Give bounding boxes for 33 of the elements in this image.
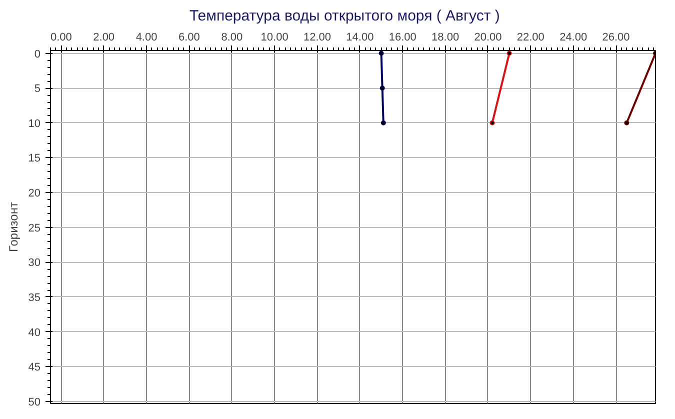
x-tick-label: 0.00: [50, 32, 72, 44]
chart-title: Температура воды открытого моря ( Август ): [189, 8, 500, 24]
x-tick-label: 10.00: [260, 32, 288, 44]
x-tick-label: 20.00: [474, 32, 502, 44]
y-tick-label: 50: [28, 396, 41, 408]
point: [506, 50, 512, 56]
x-tick-label: 16.00: [388, 32, 416, 44]
point: [378, 50, 384, 56]
x-tick-label: 22.00: [516, 32, 544, 44]
x-tick-label: 12.00: [303, 32, 332, 44]
y-tick-label: 10: [28, 118, 41, 130]
x-tick-label: 4.00: [136, 32, 158, 44]
x-tick-label: 26.00: [602, 32, 630, 44]
point: [380, 86, 385, 91]
y-tick-label: 25: [28, 222, 41, 234]
x-tick-label: 2.00: [93, 32, 115, 44]
y-tick-label: 30: [28, 257, 41, 270]
point: [490, 120, 495, 126]
x-tick-label: 24.00: [560, 32, 588, 44]
y-tick-label: 40: [28, 326, 41, 339]
y-tick-label: 45: [28, 362, 41, 374]
y-tick-label: 15: [28, 152, 41, 165]
x-tick-label: 14.00: [346, 32, 374, 44]
y-tick-label: 35: [28, 292, 41, 304]
y-tick-label: 0: [34, 48, 41, 60]
x-tick-label: 18.00: [432, 32, 460, 44]
y-tick-label: 5: [34, 83, 41, 96]
y-tick-label: 20: [28, 188, 41, 200]
point: [624, 120, 630, 126]
x-tick-label: 6.00: [178, 32, 200, 44]
point: [380, 120, 386, 126]
x-tick-label: 8.00: [221, 32, 243, 44]
y-axis-title: Горизонт: [6, 202, 20, 252]
